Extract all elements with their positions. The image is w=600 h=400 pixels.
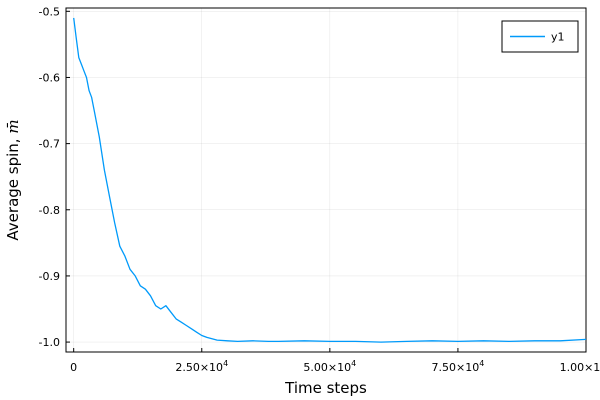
x-axis-ticks: 0 2.50×104 5.00×104 7.50×104 1.00×105 [70, 348, 600, 374]
y-tick-label: -0.6 [39, 71, 60, 84]
plot-frame [65, 7, 587, 353]
x-tick-label: 7.50×104 [432, 359, 485, 374]
y-axis-label-symbol: m̄ [4, 119, 22, 133]
x-tick-label: 0 [70, 361, 77, 374]
y-tick-label: -0.9 [39, 270, 60, 283]
legend: y1 [501, 20, 579, 53]
y-axis-label-text: Average spin, [4, 134, 22, 241]
gridlines [66, 8, 587, 352]
x-tick-label: 1.00×105 [560, 359, 600, 374]
series-line-y1 [73, 17, 587, 343]
y-tick-label: -1.0 [39, 336, 60, 349]
legend-entry-y1: y1 [551, 31, 565, 44]
y-axis-label: Average spin, m̄ [4, 119, 22, 240]
y-tick-label: -0.7 [39, 138, 60, 151]
x-tick-label: 5.00×104 [303, 359, 356, 374]
x-tick-label: 2.50×104 [175, 359, 228, 374]
y-tick-label: -0.5 [39, 5, 60, 18]
y-tick-label: -0.8 [39, 204, 60, 217]
y-axis-ticks: -0.5 -0.6 -0.7 -0.8 -0.9 -1.0 [39, 5, 70, 349]
x-axis-label: Time steps [284, 379, 367, 397]
series-layer [73, 17, 587, 343]
